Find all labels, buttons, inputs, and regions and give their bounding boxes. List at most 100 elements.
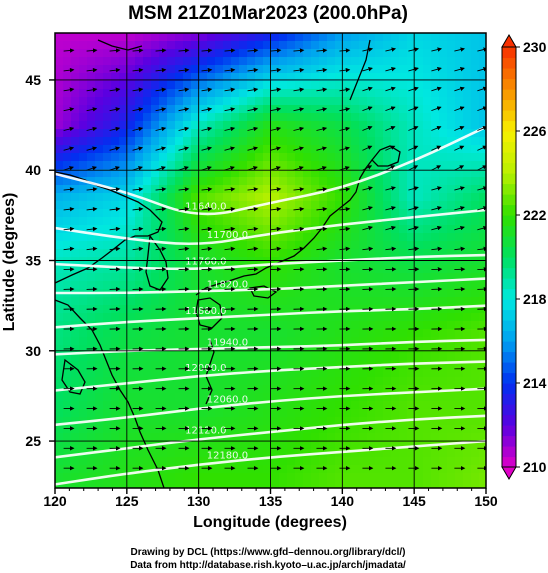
field-cell — [327, 97, 336, 106]
field-cell — [391, 393, 400, 402]
field-cell — [439, 257, 448, 266]
field-cell — [279, 313, 288, 322]
field-cell — [399, 369, 408, 378]
field-cell — [295, 217, 304, 226]
field-cell — [447, 193, 456, 202]
field-cell — [287, 201, 296, 210]
wind-arrow — [201, 246, 213, 252]
field-cell — [207, 377, 216, 386]
field-cell — [191, 193, 200, 202]
field-cell — [135, 281, 144, 290]
field-cell — [199, 481, 208, 488]
field-cell — [447, 65, 456, 74]
field-cell — [143, 449, 152, 458]
field-cell — [447, 465, 456, 474]
field-cell — [415, 297, 424, 306]
wind-arrow — [293, 246, 305, 252]
wind-arrow — [431, 186, 442, 191]
field-cell — [111, 337, 120, 346]
field-cell — [63, 457, 72, 466]
field-cell — [295, 129, 304, 138]
field-cell — [207, 249, 216, 258]
field-cell — [231, 113, 240, 122]
field-cell — [79, 337, 88, 346]
field-cell — [455, 369, 464, 378]
field-cell — [471, 65, 480, 74]
field-cell — [311, 105, 320, 114]
field-cell — [463, 329, 472, 338]
field-cell — [287, 401, 296, 410]
field-cell — [303, 321, 312, 330]
field-cell — [343, 193, 352, 202]
field-cell — [247, 449, 256, 458]
field-cell — [143, 385, 152, 394]
field-cell — [335, 297, 344, 306]
field-cell — [255, 465, 264, 474]
field-cell — [255, 313, 264, 322]
field-cell — [279, 361, 288, 370]
field-cell — [303, 201, 312, 210]
field-cell — [431, 385, 440, 394]
field-cell — [199, 473, 208, 482]
field-cell — [183, 473, 192, 482]
wind-arrow — [201, 146, 213, 151]
field-cell — [191, 473, 200, 482]
field-cell — [167, 121, 176, 130]
wind-arrow — [86, 67, 98, 73]
wind-arrow — [201, 166, 212, 171]
field-cell — [271, 209, 280, 218]
field-cell — [415, 473, 424, 482]
field-cell — [167, 129, 176, 138]
field-cell — [223, 361, 232, 370]
field-cell — [183, 481, 192, 488]
wind-arrow — [178, 246, 190, 252]
field-cell — [343, 369, 352, 378]
wind-arrow — [247, 87, 259, 92]
field-cell — [111, 73, 120, 82]
field-cell — [375, 473, 384, 482]
field-cell — [287, 345, 296, 354]
field-cell — [383, 153, 392, 162]
field-cell — [167, 393, 176, 402]
field-cell — [335, 441, 344, 450]
field-cell — [255, 417, 264, 426]
field-cell — [295, 353, 304, 362]
field-cell — [415, 409, 424, 418]
field-cell — [151, 41, 160, 50]
field-cell — [431, 465, 440, 474]
field-cell — [407, 297, 416, 306]
field-cell — [127, 185, 136, 194]
field-cell — [279, 241, 288, 250]
field-cell — [399, 433, 408, 442]
field-cell — [87, 481, 96, 488]
field-cell — [351, 121, 360, 130]
field-cell — [55, 41, 64, 50]
field-cell — [399, 97, 408, 106]
field-cell — [391, 193, 400, 202]
field-cell — [479, 201, 486, 210]
field-cell — [239, 97, 248, 106]
field-cell — [223, 257, 232, 266]
field-cell — [167, 361, 176, 370]
field-cell — [207, 481, 216, 488]
field-cell — [319, 241, 328, 250]
field-cell — [87, 129, 96, 138]
field-cell — [287, 297, 296, 306]
colorbar-segment — [502, 246, 516, 258]
field-cell — [167, 337, 176, 346]
field-cell — [143, 233, 152, 242]
field-cell — [175, 193, 184, 202]
field-cell — [375, 73, 384, 82]
field-cell — [87, 193, 96, 202]
field-cell — [343, 249, 352, 258]
field-cell — [423, 105, 432, 114]
wind-arrow — [316, 48, 328, 53]
field-cell — [319, 129, 328, 138]
field-cell — [327, 441, 336, 450]
field-cell — [335, 89, 344, 98]
field-cell — [239, 89, 248, 98]
field-cell — [303, 377, 312, 386]
field-cell — [239, 65, 248, 74]
field-cell — [127, 249, 136, 258]
field-cell — [55, 313, 64, 322]
